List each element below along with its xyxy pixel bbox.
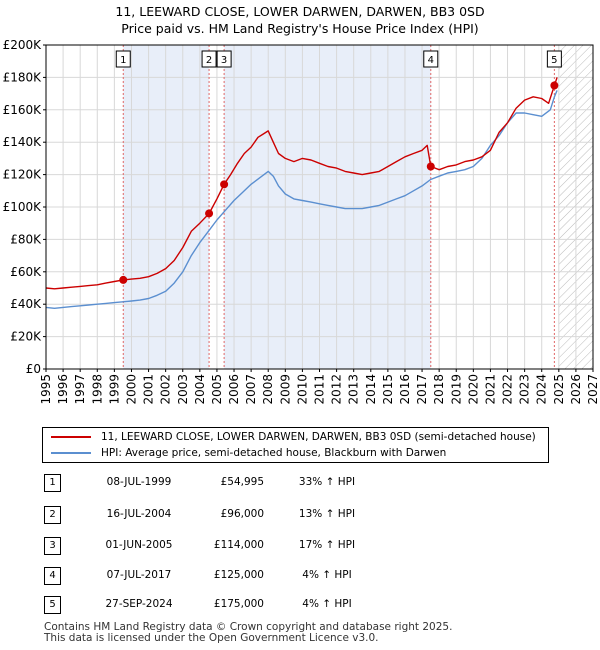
x-tick-label: 2007 [244,374,258,405]
sale-number-box [115,50,131,68]
y-tick-label: £60K [10,265,42,279]
x-tick-label: 2018 [432,374,446,405]
tx-price: £125,000 [213,569,264,581]
tx-number: 3 [44,537,61,555]
x-tick-label: 2006 [227,374,241,405]
x-tick-label: 2015 [381,374,395,405]
x-tick-label: 2024 [535,374,549,405]
sale-number-label: 1 [120,55,126,66]
y-tick-label: £20K [10,330,42,344]
y-tick-label: £200K [3,38,43,52]
y-tick-label: £120K [3,168,43,182]
x-tick-label: 2010 [295,374,309,405]
y-tick-label: £80K [10,232,42,246]
x-tick-label: 1996 [56,374,70,405]
sale-number-box [201,50,217,68]
tx-date: 08-JUL-1999 [106,476,172,488]
sale-point [550,81,559,90]
sale-number-box [546,50,562,68]
footer: Contains HM Land Registry data © Crown c… [44,622,452,644]
sale-number-label: 5 [551,55,557,66]
tx-price: £96,000 [220,508,264,520]
sale-number-label: 3 [221,55,227,66]
y-tick-label: £140K [3,135,43,149]
chart-subtitle: Price paid vs. HM Land Registry's House … [121,21,479,36]
x-tick-label: 2027 [586,374,600,405]
x-tick-label: 2004 [193,374,207,405]
sale-number-box [216,50,232,68]
legend-swatch-property [51,436,91,438]
sale-number-label: 2 [206,55,212,66]
tx-hpi: 13% ↑ HPI [298,508,356,520]
footer-copyright: Contains HM Land Registry data © Crown c… [44,621,453,633]
property-price-line [45,77,558,290]
x-tick-label: 2019 [449,374,463,405]
legend-item-property: 11, LEEWARD CLOSE, LOWER DARWEN, DARWEN,… [51,429,536,445]
y-tick-label: £160K [3,103,43,117]
x-tick-label: 1995 [39,374,53,405]
sale-point [205,209,214,218]
legend-label-property: 11, LEEWARD CLOSE, LOWER DARWEN, DARWEN,… [101,431,536,443]
x-tick-label: 2000 [124,374,138,405]
x-tick-label: 2005 [210,374,224,405]
footer-licence: This data is licensed under the Open Gov… [44,632,379,644]
hpi-line [45,90,558,309]
sale-point [119,275,128,284]
legend-item-hpi: HPI: Average price, semi-detached house,… [51,445,446,461]
x-tick-label: 2001 [142,374,156,405]
y-tick-label: £180K [3,70,43,84]
x-tick-label: 2017 [415,374,429,405]
x-tick-label: 2025 [552,374,566,405]
tx-price: £175,000 [213,598,264,610]
x-tick-label: 2011 [313,374,327,405]
x-tick-label: 2022 [501,374,515,405]
sale-number-box [423,50,439,68]
tx-hpi: 4% ↑ HPI [302,569,352,581]
legend: 11, LEEWARD CLOSE, LOWER DARWEN, DARWEN,… [42,427,549,463]
x-tick-label: 2016 [398,374,412,405]
legend-label-hpi: HPI: Average price, semi-detached house,… [101,447,447,459]
x-tick-label: 2026 [569,374,583,405]
tx-hpi: 4% ↑ HPI [302,598,352,610]
sale-point [220,180,229,189]
tx-number: 1 [44,474,61,492]
x-tick-label: 1998 [90,374,104,405]
x-tick-label: 2013 [347,374,361,405]
tx-price: £54,995 [220,476,264,488]
tx-date: 16-JUL-2004 [106,508,172,520]
sale-point [426,162,435,171]
x-tick-label: 2020 [466,374,480,405]
x-tick-label: 1999 [107,374,121,405]
y-tick-label: £100K [3,200,43,214]
x-tick-label: 2014 [364,374,378,405]
x-tick-label: 1997 [73,374,87,405]
x-tick-label: 2008 [261,374,275,405]
legend-swatch-hpi [51,452,91,454]
x-tick-label: 2009 [278,374,292,405]
x-tick-label: 2002 [159,374,173,405]
tx-date: 27-SEP-2024 [105,598,173,610]
tx-number: 5 [44,596,61,614]
tx-hpi: 17% ↑ HPI [298,539,356,551]
y-tick-label: £0 [26,362,41,376]
tx-price: £114,000 [213,539,264,551]
tx-date: 01-JUN-2005 [105,539,173,551]
sale-number-label: 4 [428,55,434,66]
x-tick-label: 2021 [483,374,497,405]
tx-number: 2 [44,506,61,524]
chart-title: 11, LEEWARD CLOSE, LOWER DARWEN, DARWEN,… [115,4,485,19]
x-tick-label: 2023 [518,374,532,405]
x-tick-label: 2003 [176,374,190,405]
y-tick-label: £40K [10,297,42,311]
x-tick-label: 2012 [330,374,344,405]
tx-date: 07-JUL-2017 [106,569,172,581]
tx-hpi: 33% ↑ HPI [298,476,356,488]
tx-number: 4 [44,567,61,585]
